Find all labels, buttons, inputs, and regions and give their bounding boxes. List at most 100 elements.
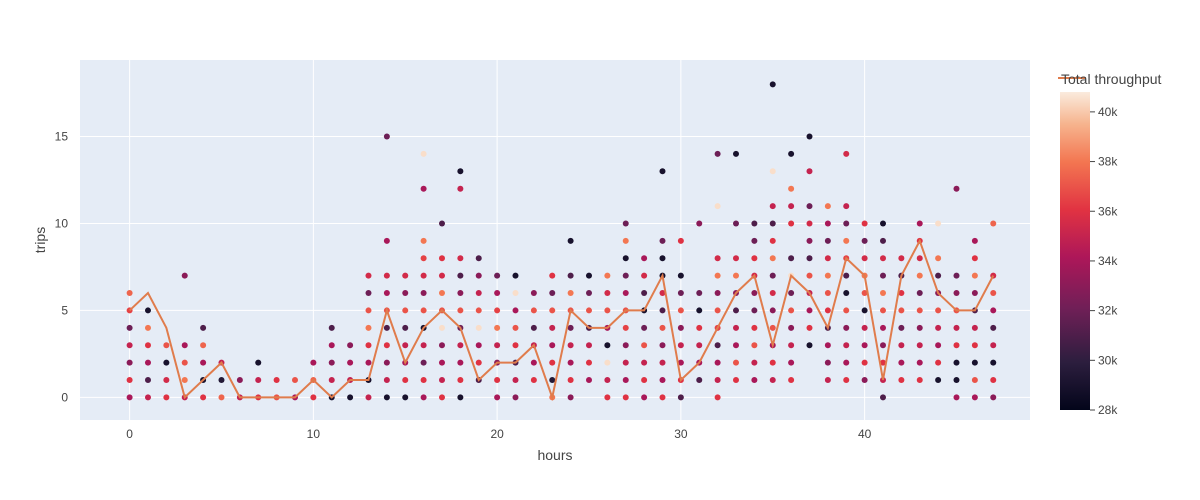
scatter-point [824,255,831,262]
scatter-point [494,342,501,349]
scatter-point [659,237,666,244]
scatter-point [218,377,225,383]
scatter-point [585,290,592,297]
scatter-point [732,377,739,383]
scatter-point [935,377,942,383]
scatter-point [769,81,776,88]
y-tick-label: 15 [55,130,69,144]
scatter-point [438,342,445,349]
scatter-point [347,359,354,366]
scatter-point [200,359,207,366]
scatter-point [549,324,556,331]
scatter-point [953,359,960,366]
scatter-point [126,324,133,331]
scatter-point [861,359,868,366]
scatter-point [714,359,721,366]
scatter-point [990,307,997,314]
scatter-point [898,342,905,349]
x-tick-label: 10 [307,427,321,441]
scatter-point [769,324,776,331]
scatter-point [144,394,151,401]
y-tick-labels: 0 5 10 15 [55,130,69,405]
scatter-point [935,359,942,366]
scatter-point [585,359,592,366]
scatter-point [843,150,850,157]
scatter-point [181,359,188,366]
scatter-point [879,394,886,401]
scatter-point [990,394,997,401]
scatter-point [935,220,942,227]
scatter-point [512,272,519,279]
scatter-point [494,290,501,297]
scatter-point [659,255,666,262]
scatter-point [714,290,721,297]
scatter-point [732,307,739,314]
scatter-point [861,324,868,331]
scatter-point [530,324,537,331]
scatter-point [769,272,776,279]
scatter-point [677,394,684,401]
scatter-point [255,359,262,366]
scatter-point [788,150,795,157]
scatter-point [916,359,923,366]
scatter-point [990,220,997,227]
scatter-point [990,324,997,331]
scatter-point [622,324,629,331]
scatter-point [144,342,151,349]
scatter-point [879,272,886,279]
scatter-point [457,168,464,175]
scatter-point [953,272,960,279]
scatter-point [475,272,482,279]
scatter-point [622,290,629,297]
scatter-point [438,220,445,227]
scatter-point [971,290,978,297]
scatter-point [696,377,703,383]
legend[interactable]: Total throughput [1058,71,1162,87]
scatter-point [806,203,813,210]
scatter-point [659,342,666,349]
scatter-point [879,290,886,297]
scatter-point [916,342,923,349]
scatter-point [788,203,795,210]
x-tick-label: 40 [858,427,872,441]
scatter-point [530,359,537,366]
scatter-points [126,81,997,401]
scatter-point [383,342,390,349]
scatter-point [990,290,997,297]
scatter-point [457,377,464,383]
scatter-point [806,220,813,227]
scatter-point [383,394,390,401]
scatter-point [861,307,868,314]
scatter-point [365,307,372,314]
colorbar-tick-label: 28k [1098,403,1118,417]
scatter-point [641,377,648,383]
scatter-point [971,237,978,244]
scatter-point [824,272,831,279]
scatter-point [861,220,868,227]
scatter-point [549,272,556,279]
scatter-point [549,290,556,297]
scatter-point [402,307,409,314]
scatter-point [916,220,923,227]
scatter-point [438,324,445,331]
scatter-point [953,342,960,349]
scatter-point [236,377,243,383]
scatter-point [861,342,868,349]
scatter-point [365,394,372,401]
scatter-point [604,377,611,383]
scatter-point [438,394,445,401]
scatter-point [824,342,831,349]
scatter-point [567,394,574,401]
scatter-point [861,237,868,244]
scatter-point [604,394,611,401]
scatter-point [677,324,684,331]
scatter-point [714,255,721,262]
scatter-point [622,359,629,366]
scatter-point [971,324,978,331]
scatter-point [732,255,739,262]
scatter-point [567,272,574,279]
scatter-point [788,377,795,383]
x-tick-labels: 0 10 20 30 40 [126,427,871,441]
scatter-point [990,359,997,366]
scatter-point [898,324,905,331]
